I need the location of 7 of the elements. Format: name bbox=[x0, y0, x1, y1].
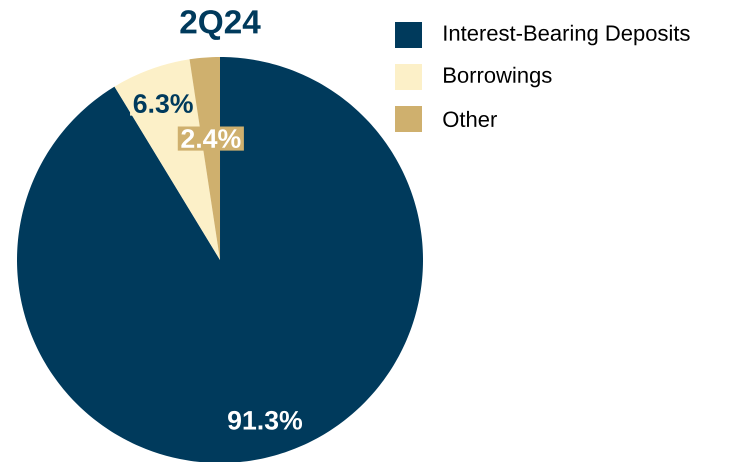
legend-label: Interest-Bearing Deposits bbox=[444, 24, 690, 46]
legend-label: Other bbox=[443, 110, 497, 128]
data-label: 91.3% bbox=[228, 410, 302, 430]
chart-title: 2Q24 bbox=[180, 10, 261, 40]
data-label: 6.3% bbox=[134, 94, 193, 114]
data-label: 2.4% bbox=[181, 129, 241, 148]
legend-label: Borrowings bbox=[444, 66, 552, 88]
